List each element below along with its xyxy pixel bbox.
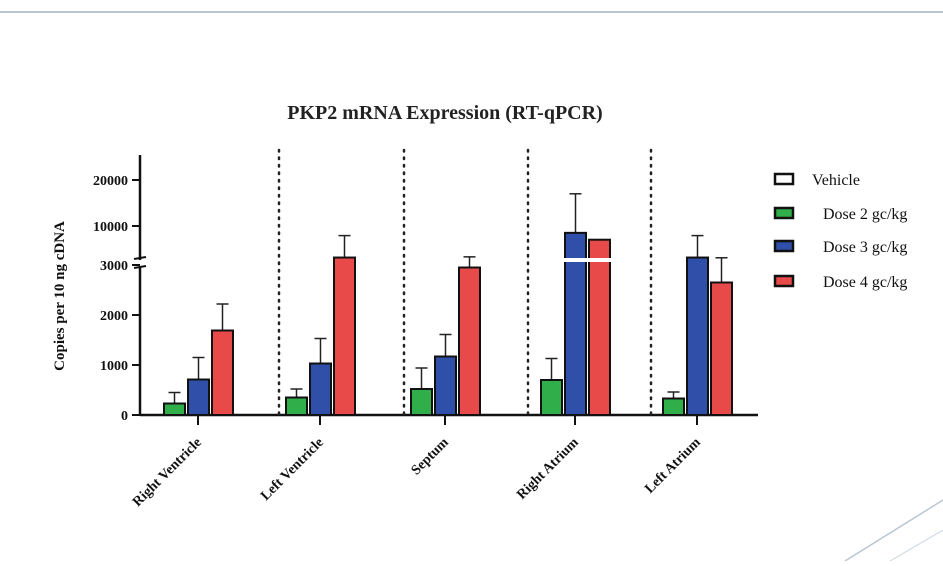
y-tick-label: 0 [121,409,128,424]
bar [458,266,481,416]
x-tick-label: Left Atrium [642,435,704,497]
x-tick-label: Right Ventricle [130,435,205,510]
bar [410,388,433,416]
bar [434,355,457,416]
bar [285,396,308,416]
bar [686,256,709,416]
axis-break-mark [133,265,147,269]
bar [163,402,186,416]
chart-title: PKP2 mRNA Expression (RT-qPCR) [287,102,603,124]
legend-label: Dose 4 gc/kg [823,274,907,291]
legend-label: Vehicle [812,172,860,189]
y-tick-label: 2000 [100,309,128,324]
decor-line [889,529,943,562]
y-tick-label: 3000 [100,259,128,274]
y-tick-label: 1000 [100,359,128,374]
legend-swatch [773,274,795,288]
bar [710,281,733,416]
bar [662,397,685,416]
legend-swatch [773,172,795,186]
legend-swatch [773,206,795,220]
break-band [536,258,626,262]
bar [564,231,587,416]
x-tick-label: Right Atrium [514,435,582,503]
bar [309,362,332,416]
x-tick-label: Left Ventricle [258,435,327,504]
legend-label: Dose 3 gc/kg [823,239,907,256]
bar [187,378,210,416]
bar [588,238,611,416]
legend-label: Dose 2 gc/kg [823,206,907,223]
y-axis-label: Copies per 10 ng cDNA [52,221,68,371]
y-tick-label: 10000 [93,220,128,235]
y-tick-label: 20000 [93,174,128,189]
decor-line [844,499,943,562]
bar [333,256,356,416]
bar [211,329,234,416]
x-tick-label: Septum [409,435,452,478]
axis-break-mark [133,256,147,260]
bar [540,379,563,416]
legend-swatch [773,239,795,253]
